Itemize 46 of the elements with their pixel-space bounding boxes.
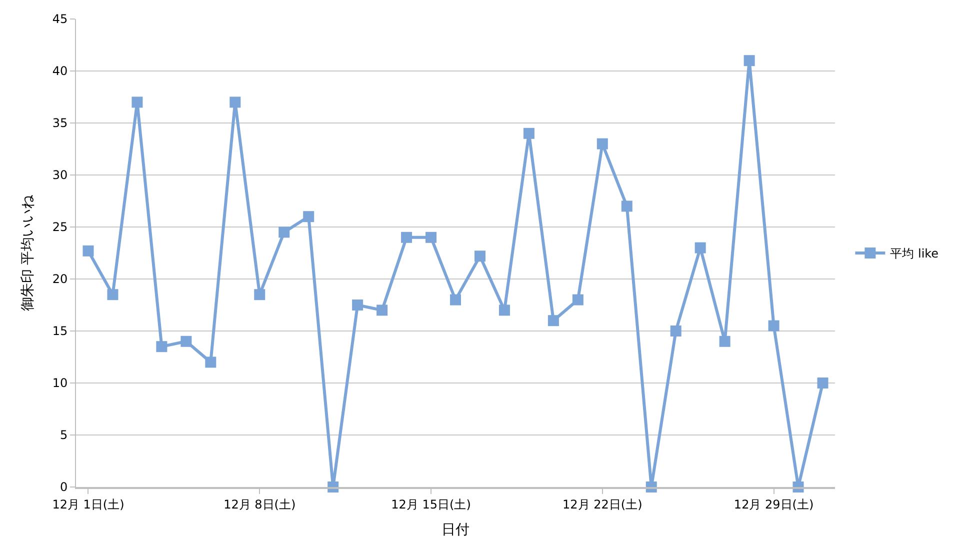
legend-label: 平均 like xyxy=(890,246,939,261)
x-tick-label: 12月 15日(土) xyxy=(391,497,471,512)
point xyxy=(303,211,314,222)
x-tick-label: 12月 29日(土) xyxy=(734,497,814,512)
y-axis-title: 御朱印 平均いいね xyxy=(20,194,36,312)
point xyxy=(572,294,584,306)
point xyxy=(621,200,632,212)
point xyxy=(278,226,290,238)
point xyxy=(254,289,266,300)
point xyxy=(82,245,94,256)
point xyxy=(768,320,780,332)
point xyxy=(744,55,755,66)
point xyxy=(694,242,706,254)
y-tick-label: 35 xyxy=(52,116,68,130)
point xyxy=(474,250,486,262)
y-tick-label: 20 xyxy=(52,272,68,286)
point xyxy=(132,96,143,108)
point xyxy=(523,128,534,139)
point xyxy=(498,304,510,316)
y-tick-label: 25 xyxy=(52,220,68,234)
point xyxy=(107,289,118,300)
point xyxy=(376,304,388,316)
point xyxy=(596,138,608,150)
x-tick-label: 12月 8日(土) xyxy=(224,497,296,512)
point xyxy=(670,326,682,336)
point xyxy=(719,336,730,347)
point xyxy=(180,336,192,347)
y-tick-label: 5 xyxy=(60,428,68,442)
point xyxy=(352,300,364,310)
y-tick-label: 10 xyxy=(52,376,68,390)
point xyxy=(426,232,437,243)
y-tick-label: 0 xyxy=(60,480,68,494)
point xyxy=(205,356,216,368)
point xyxy=(401,232,412,243)
point xyxy=(817,378,828,388)
x-axis-title: 日付 xyxy=(442,522,470,538)
x-tick-label: 12月 1日(土) xyxy=(52,497,124,512)
y-tick-label: 40 xyxy=(52,64,68,78)
point xyxy=(450,294,461,306)
y-tick-label: 15 xyxy=(52,324,68,338)
y-tick-label: 45 xyxy=(52,12,68,26)
point xyxy=(548,315,559,326)
y-tick-label: 30 xyxy=(52,168,68,182)
x-tick-label: 12月 22日(土) xyxy=(562,497,642,512)
point xyxy=(156,341,168,352)
point xyxy=(230,96,241,108)
